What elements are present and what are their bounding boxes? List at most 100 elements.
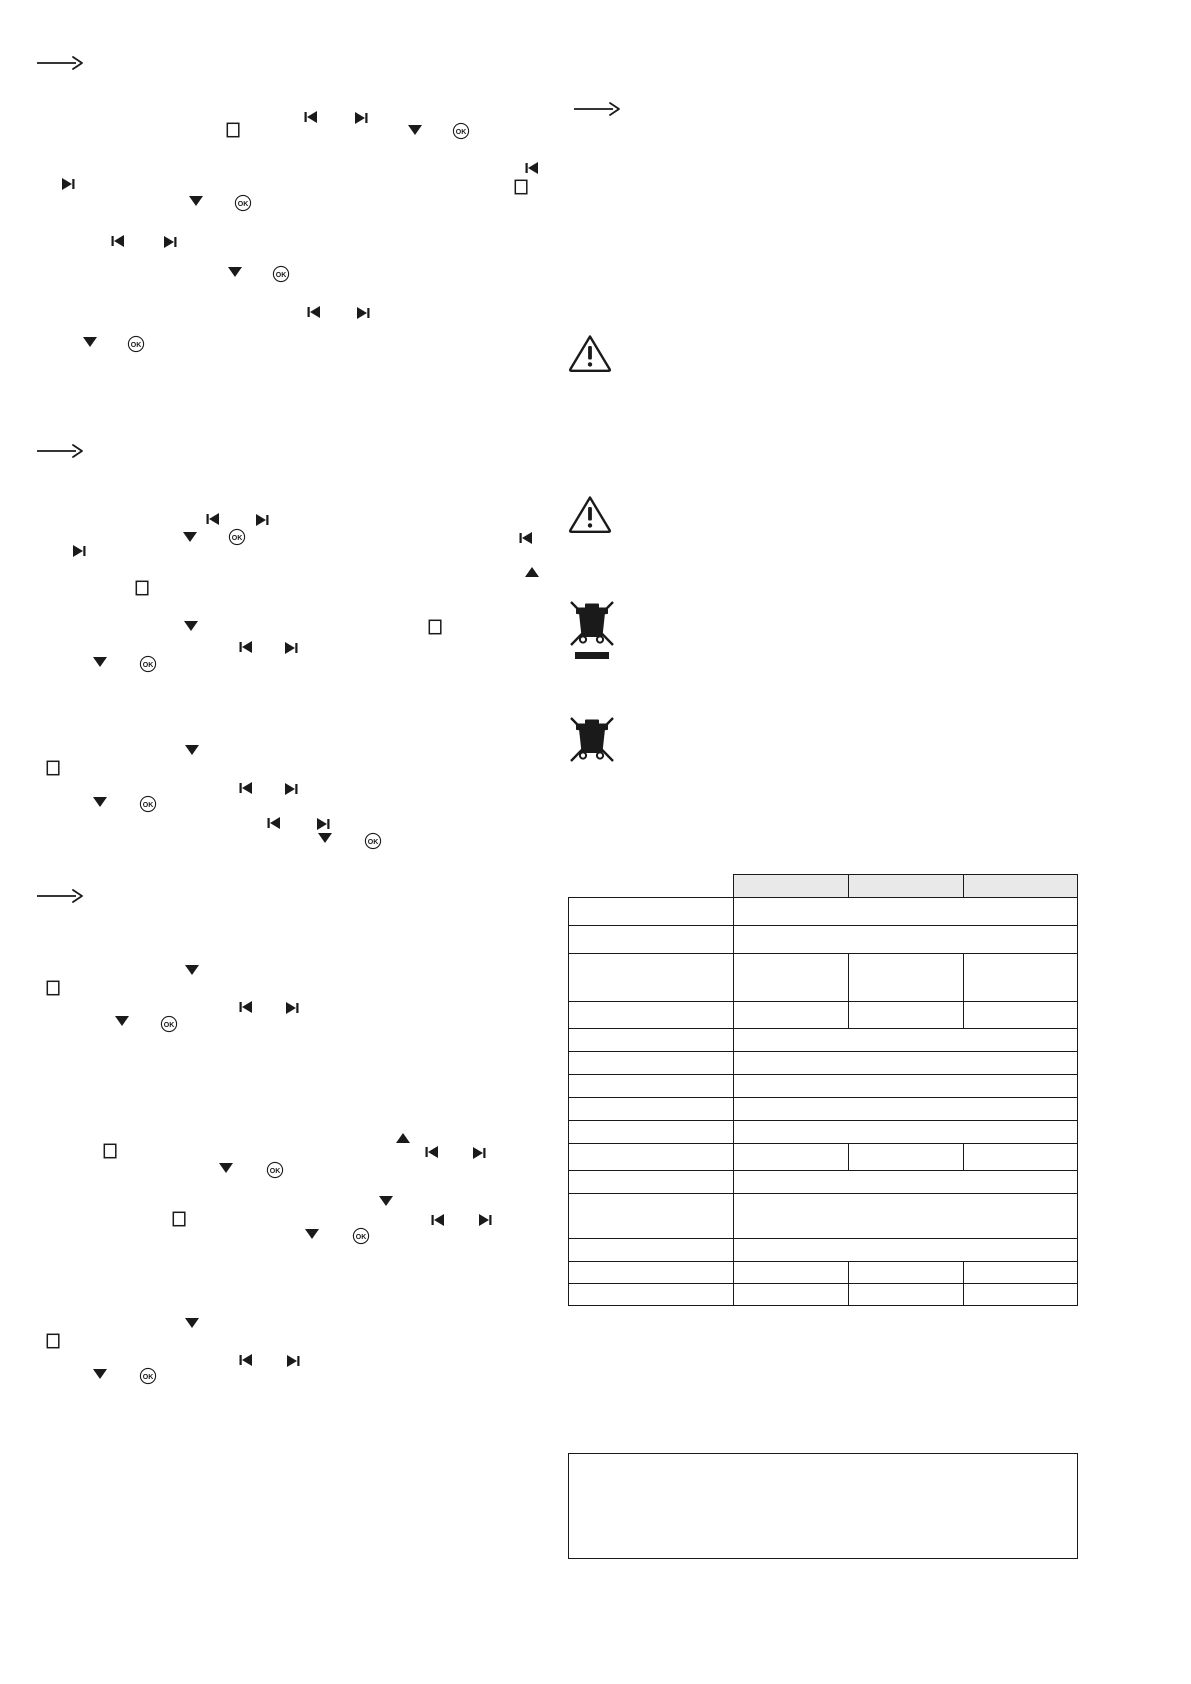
menu-square-icon (514, 179, 530, 197)
table-row (567, 1073, 1078, 1098)
table-row (567, 1169, 1078, 1194)
menu-square-icon (46, 980, 62, 998)
menu-square-icon (135, 580, 151, 598)
table-cell (733, 896, 1078, 926)
table-cell (847, 1000, 965, 1029)
svg-text:OK: OK (131, 342, 142, 349)
arrow-left-icon (238, 999, 255, 1015)
table-row (567, 1260, 1078, 1284)
arrow-right-icon (352, 110, 369, 126)
table-row (567, 1142, 1078, 1171)
note-box (568, 1453, 1078, 1559)
table-row-label (567, 1169, 735, 1194)
arrow-right-icon (476, 1212, 493, 1228)
table-cell (733, 1142, 849, 1171)
arrow-down-icon (183, 963, 201, 977)
ok-circle-icon: OK (228, 528, 246, 546)
table-row-label (567, 1192, 735, 1239)
svg-text:OK: OK (238, 201, 249, 208)
arrow-down-icon (181, 530, 199, 544)
arrow-left-icon (306, 304, 323, 320)
table-cell (733, 1282, 849, 1306)
table-row (567, 1000, 1078, 1029)
section-arrow-icon (573, 101, 621, 117)
table-cell (733, 952, 849, 1002)
arrow-right-icon (282, 781, 299, 797)
arrow-right-icon (314, 816, 331, 832)
svg-text:OK: OK (356, 1234, 367, 1241)
table-row-label (567, 924, 735, 954)
table-header-corner (569, 875, 734, 898)
table-row-label (567, 1000, 735, 1029)
arrow-up-icon (523, 565, 541, 579)
ok-circle-icon: OK (272, 265, 290, 283)
table-cell (733, 1260, 849, 1284)
ok-circle-icon: OK (364, 832, 382, 850)
table-row-label (567, 1096, 735, 1121)
menu-square-icon (428, 619, 444, 637)
arrow-left-icon (430, 1212, 447, 1228)
arrow-left-icon (110, 233, 127, 249)
table-row-label (567, 1050, 735, 1075)
menu-square-icon (226, 122, 242, 140)
table-cell (963, 1260, 1078, 1284)
ok-circle-icon: OK (266, 1161, 284, 1179)
table-row (567, 1237, 1078, 1262)
table-cell (847, 1142, 965, 1171)
arrow-right-icon (161, 234, 178, 250)
svg-text:OK: OK (232, 535, 243, 542)
svg-text:OK: OK (368, 839, 379, 846)
svg-text:OK: OK (143, 662, 154, 669)
table-cell (963, 1000, 1078, 1029)
ok-circle-icon: OK (452, 122, 470, 140)
menu-square-icon (46, 760, 62, 778)
table-cell (733, 1237, 1078, 1262)
table-row-label (567, 1142, 735, 1171)
section-arrow-icon (36, 443, 84, 459)
arrow-down-icon (187, 194, 205, 208)
arrow-down-icon (406, 123, 424, 137)
table-row (567, 1096, 1078, 1121)
arrow-down-icon (113, 1014, 131, 1028)
arrow-down-icon (303, 1227, 321, 1241)
table-cell (847, 1260, 965, 1284)
arrow-right-icon (283, 1000, 300, 1016)
table-cell (963, 1282, 1078, 1306)
arrow-right-icon (284, 1353, 301, 1369)
table-row (567, 896, 1078, 926)
ok-circle-icon: OK (139, 1367, 157, 1385)
arrow-right-icon (470, 1145, 487, 1161)
arrow-up-icon (394, 1131, 412, 1145)
table-cell (847, 952, 965, 1002)
arrow-down-icon (91, 1367, 109, 1381)
ok-circle-icon: OK (160, 1015, 178, 1033)
arrow-down-icon (183, 1316, 201, 1330)
table-row (567, 924, 1078, 954)
arrow-left-icon (266, 815, 283, 831)
svg-text:OK: OK (270, 1168, 281, 1175)
table-cell (733, 1096, 1078, 1121)
table-cell (733, 1027, 1078, 1052)
arrow-left-icon (303, 109, 320, 125)
section-arrow-icon (36, 888, 84, 904)
arrow-right-icon (354, 305, 371, 321)
crossed-out-wheelie-bin-icon (569, 716, 615, 764)
table-row-label (567, 1237, 735, 1262)
table-column-header (963, 874, 1078, 898)
svg-text:OK: OK (143, 1374, 154, 1381)
svg-text:OK: OK (143, 802, 154, 809)
svg-text:OK: OK (164, 1022, 175, 1029)
table-cell (963, 1142, 1078, 1171)
arrow-left-icon (518, 530, 535, 546)
arrow-down-icon (91, 655, 109, 669)
crossed-out-wheelie-bin-icon (569, 600, 615, 662)
table-row (567, 1192, 1078, 1239)
table-row-label (567, 1027, 735, 1052)
menu-square-icon (103, 1143, 119, 1161)
table-cell (733, 1119, 1078, 1144)
table-row-label (567, 1282, 735, 1306)
table-cell (733, 1169, 1078, 1194)
table-cell (733, 1050, 1078, 1075)
arrow-right-icon (253, 512, 270, 528)
